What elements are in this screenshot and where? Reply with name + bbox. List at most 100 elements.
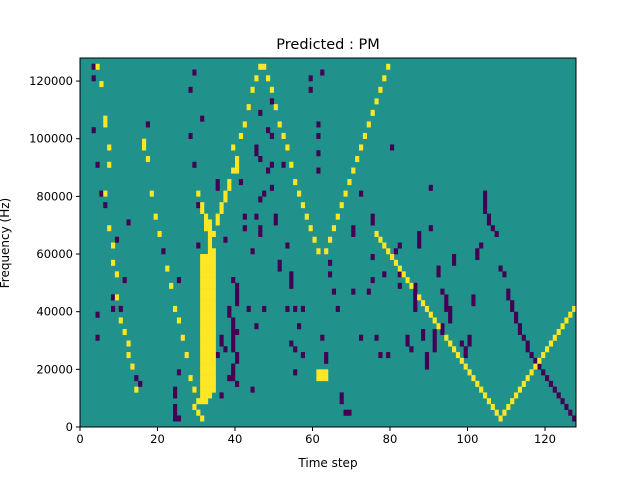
heatmap-cell-high <box>514 392 519 399</box>
heatmap-cell-low <box>250 248 255 255</box>
heatmap-cell-high <box>204 363 209 370</box>
heatmap-cell-high <box>436 323 441 330</box>
heatmap-cell-high <box>370 109 375 116</box>
heatmap-cell-high <box>316 248 321 255</box>
heatmap-cell-high <box>204 219 209 226</box>
heatmap-cell-low <box>359 334 364 341</box>
heatmap-cell-high <box>235 161 240 168</box>
heatmap-cell-high <box>397 265 402 272</box>
heatmap-cell-low <box>448 317 453 324</box>
heatmap-cell-high <box>204 323 209 330</box>
heatmap-cell-low <box>231 277 236 284</box>
heatmap-cell-high <box>200 334 205 341</box>
heatmap-cell-high <box>374 98 379 105</box>
heatmap-cell-high <box>266 75 271 82</box>
heatmap-cell-low <box>223 236 228 243</box>
heatmap-cell-low <box>328 271 333 278</box>
heatmap-cell-low <box>397 271 402 278</box>
heatmap-cell-low <box>145 121 151 128</box>
heatmap-cell-high <box>204 340 209 347</box>
heatmap-cell-low <box>196 202 201 209</box>
heatmap-cell-high <box>207 328 213 335</box>
heatmap-cell-high <box>211 334 216 341</box>
heatmap-cell-low <box>316 121 321 128</box>
heatmap-cell-low <box>215 352 220 359</box>
heatmap-cell-high <box>211 386 216 393</box>
heatmap-cell-low <box>475 254 480 261</box>
heatmap-cell-low <box>308 75 313 82</box>
heatmap-cell-high <box>250 86 255 93</box>
heatmap-cell-high <box>196 190 201 197</box>
heatmap-cell-low <box>413 288 418 295</box>
heatmap-cell-low <box>227 311 232 318</box>
heatmap-cell-high <box>184 352 189 359</box>
heatmap-cell-high <box>467 369 472 376</box>
heatmap-cell-low <box>514 311 519 318</box>
heatmap-cell-low <box>285 305 290 312</box>
heatmap-cell-low <box>173 392 178 399</box>
heatmap-cell-high <box>204 311 209 318</box>
heatmap-cell-low <box>359 190 364 197</box>
heatmap-cell-low <box>448 305 453 312</box>
heatmap-cell-high <box>285 144 290 151</box>
heatmap-cell-low <box>114 236 120 243</box>
heatmap-cell-low <box>417 242 422 249</box>
heatmap-cell-high <box>351 167 356 174</box>
heatmap-cell-high <box>490 403 495 410</box>
y-tick-label: 120000 <box>29 74 73 88</box>
heatmap-cell-low <box>227 375 232 382</box>
heatmap-cell-high <box>506 403 511 410</box>
heatmap-cell-high <box>207 311 213 318</box>
heatmap-cell-low <box>138 380 143 387</box>
heatmap-cell-low <box>235 352 240 359</box>
heatmap-cell-low <box>471 300 476 307</box>
heatmap-cell-low <box>188 86 193 93</box>
heatmap-cell-high <box>196 398 201 405</box>
heatmap-cell-high <box>204 380 209 387</box>
heatmap-cell-high <box>378 86 383 93</box>
heatmap-cell-high <box>297 190 302 197</box>
heatmap-cell-high <box>483 392 488 399</box>
heatmap-cell-low <box>300 305 306 312</box>
x-tick-label: 0 <box>76 432 83 446</box>
heatmap-cell-low <box>289 271 294 278</box>
heatmap-cell-low <box>525 340 530 347</box>
heatmap-cell-low <box>320 69 325 76</box>
heatmap-cell-low <box>227 305 232 312</box>
heatmap-cell-high <box>533 363 538 370</box>
heatmap-cell-high <box>273 104 278 111</box>
heatmap-cell-high <box>207 248 213 255</box>
heatmap-cell-low <box>235 380 240 387</box>
heatmap-cell-low <box>285 242 290 249</box>
heatmap-cell-high <box>405 277 410 284</box>
heatmap-cell-high <box>517 386 523 393</box>
heatmap-cell-low <box>258 156 263 163</box>
heatmap-cell-low <box>463 352 468 359</box>
heatmap-cell-low <box>343 409 348 416</box>
heatmap-cell-low <box>432 346 437 353</box>
heatmap-cell-low <box>351 288 356 295</box>
heatmap-cell-high <box>235 156 240 163</box>
heatmap-cell-high <box>145 156 151 163</box>
heatmap-cell-low <box>219 392 224 399</box>
heatmap-cell-low <box>200 115 205 122</box>
heatmap-cell-low <box>219 334 224 341</box>
heatmap-cell-high <box>316 375 321 382</box>
heatmap-cell-low <box>215 184 220 191</box>
heatmap-cell-high <box>111 242 116 249</box>
heatmap-cell-high <box>459 357 464 364</box>
heatmap-cell-low <box>231 340 236 347</box>
heatmap-cell-high <box>366 121 371 128</box>
heatmap-cell-low <box>339 398 344 405</box>
heatmap-cell-high <box>200 380 205 387</box>
x-axis-label: Time step <box>297 456 357 470</box>
heatmap-cell-high <box>95 63 100 70</box>
heatmap-cell-low <box>331 288 337 295</box>
heatmap-cell-high <box>165 265 170 272</box>
heatmap-cell-high <box>204 288 209 295</box>
heatmap-cell-high <box>118 317 123 324</box>
heatmap-cell-high <box>320 375 325 382</box>
heatmap-cell-low <box>316 167 321 174</box>
heatmap-cell-low <box>444 305 449 312</box>
heatmap-cell-high <box>130 363 135 370</box>
